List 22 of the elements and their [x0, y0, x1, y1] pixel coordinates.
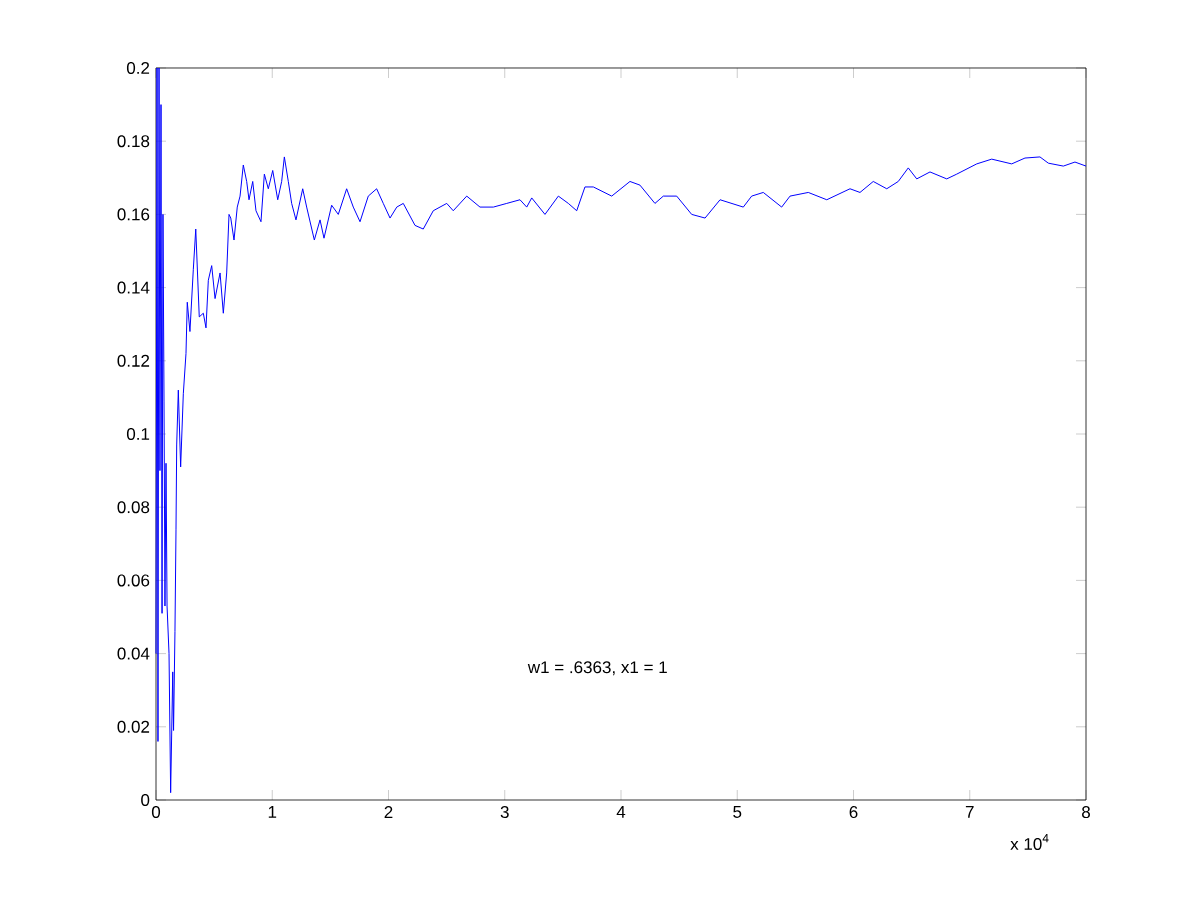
x-tick-label: 8 [1082, 806, 1090, 819]
y-tick-label: 0.12 [117, 354, 150, 367]
x-tick-label: 5 [733, 806, 742, 818]
x-tick-label: 2 [384, 806, 393, 818]
y-tick-label: 0.16 [117, 208, 150, 221]
y-tick-label: 0.02 [117, 720, 150, 733]
y-tick-label: 0.18 [117, 135, 150, 148]
y-tick-label: 0.06 [117, 574, 150, 587]
y-tick-label: 0.04 [117, 647, 150, 660]
annotation: w1 = .6363, x1 = 1 [527, 661, 667, 676]
y-tick-label: 0.08 [117, 501, 150, 514]
y-tick-label: 0.14 [117, 281, 150, 294]
x-tick-label: 4 [616, 806, 626, 818]
y-tick-label: 0.1 [126, 427, 150, 441]
x-tick-label: 7 [965, 806, 974, 818]
y-tick-label: 0 [141, 793, 150, 807]
x-axis-title: x 10$^{4}$ [1010, 834, 1049, 851]
x-tick-label: 0 [151, 806, 161, 819]
x-tick-label: 6 [849, 806, 858, 819]
x-tick-label: 1 [268, 806, 277, 818]
y-tick-label: 0.2 [126, 61, 150, 74]
x-tick-label: 3 [500, 806, 509, 819]
